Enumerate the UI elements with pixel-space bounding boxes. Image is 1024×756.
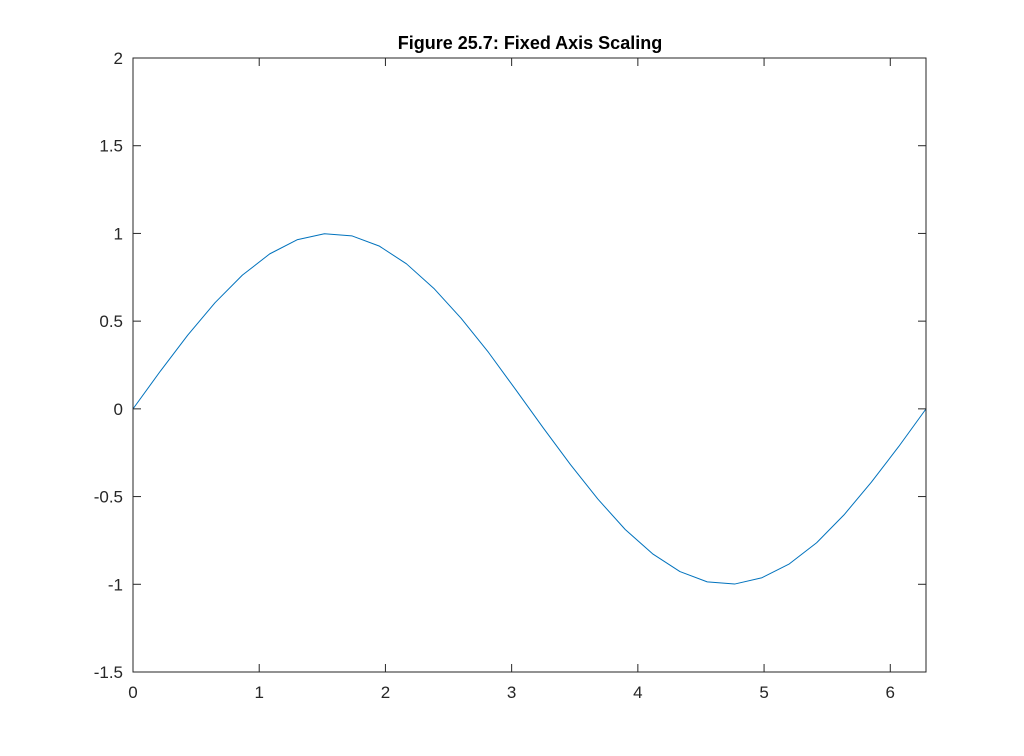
y-tick-label: -0.5 (94, 488, 123, 507)
x-tick-label: 3 (507, 683, 516, 702)
axes-box (132, 57, 927, 673)
y-tick-label: 1.5 (99, 137, 123, 156)
series-layer (132, 233, 927, 585)
y-tick-label: 0.5 (99, 312, 123, 331)
plot-area-background (133, 58, 926, 672)
y-tick-label: 1 (114, 224, 123, 243)
y-tick-label: 0 (114, 400, 123, 419)
series-line-0 (132, 233, 927, 585)
x-tick-label: 5 (759, 683, 768, 702)
x-tick-label: 2 (381, 683, 390, 702)
tick-layer: 0 1 2 3 4 5 6 -1.5 -1 -0.5 0 0.5 1 1.5 2 (94, 49, 926, 702)
x-tick-label: 1 (254, 683, 263, 702)
x-tick-label: 0 (128, 683, 137, 702)
chart-title: Figure 25.7: Fixed Axis Scaling (398, 33, 662, 53)
y-tick-label: -1.5 (94, 663, 123, 682)
x-tick-label: 6 (886, 683, 895, 702)
y-tick-label: -1 (108, 575, 123, 594)
y-tick-label: 2 (114, 49, 123, 68)
x-tick-label: 4 (633, 683, 642, 702)
